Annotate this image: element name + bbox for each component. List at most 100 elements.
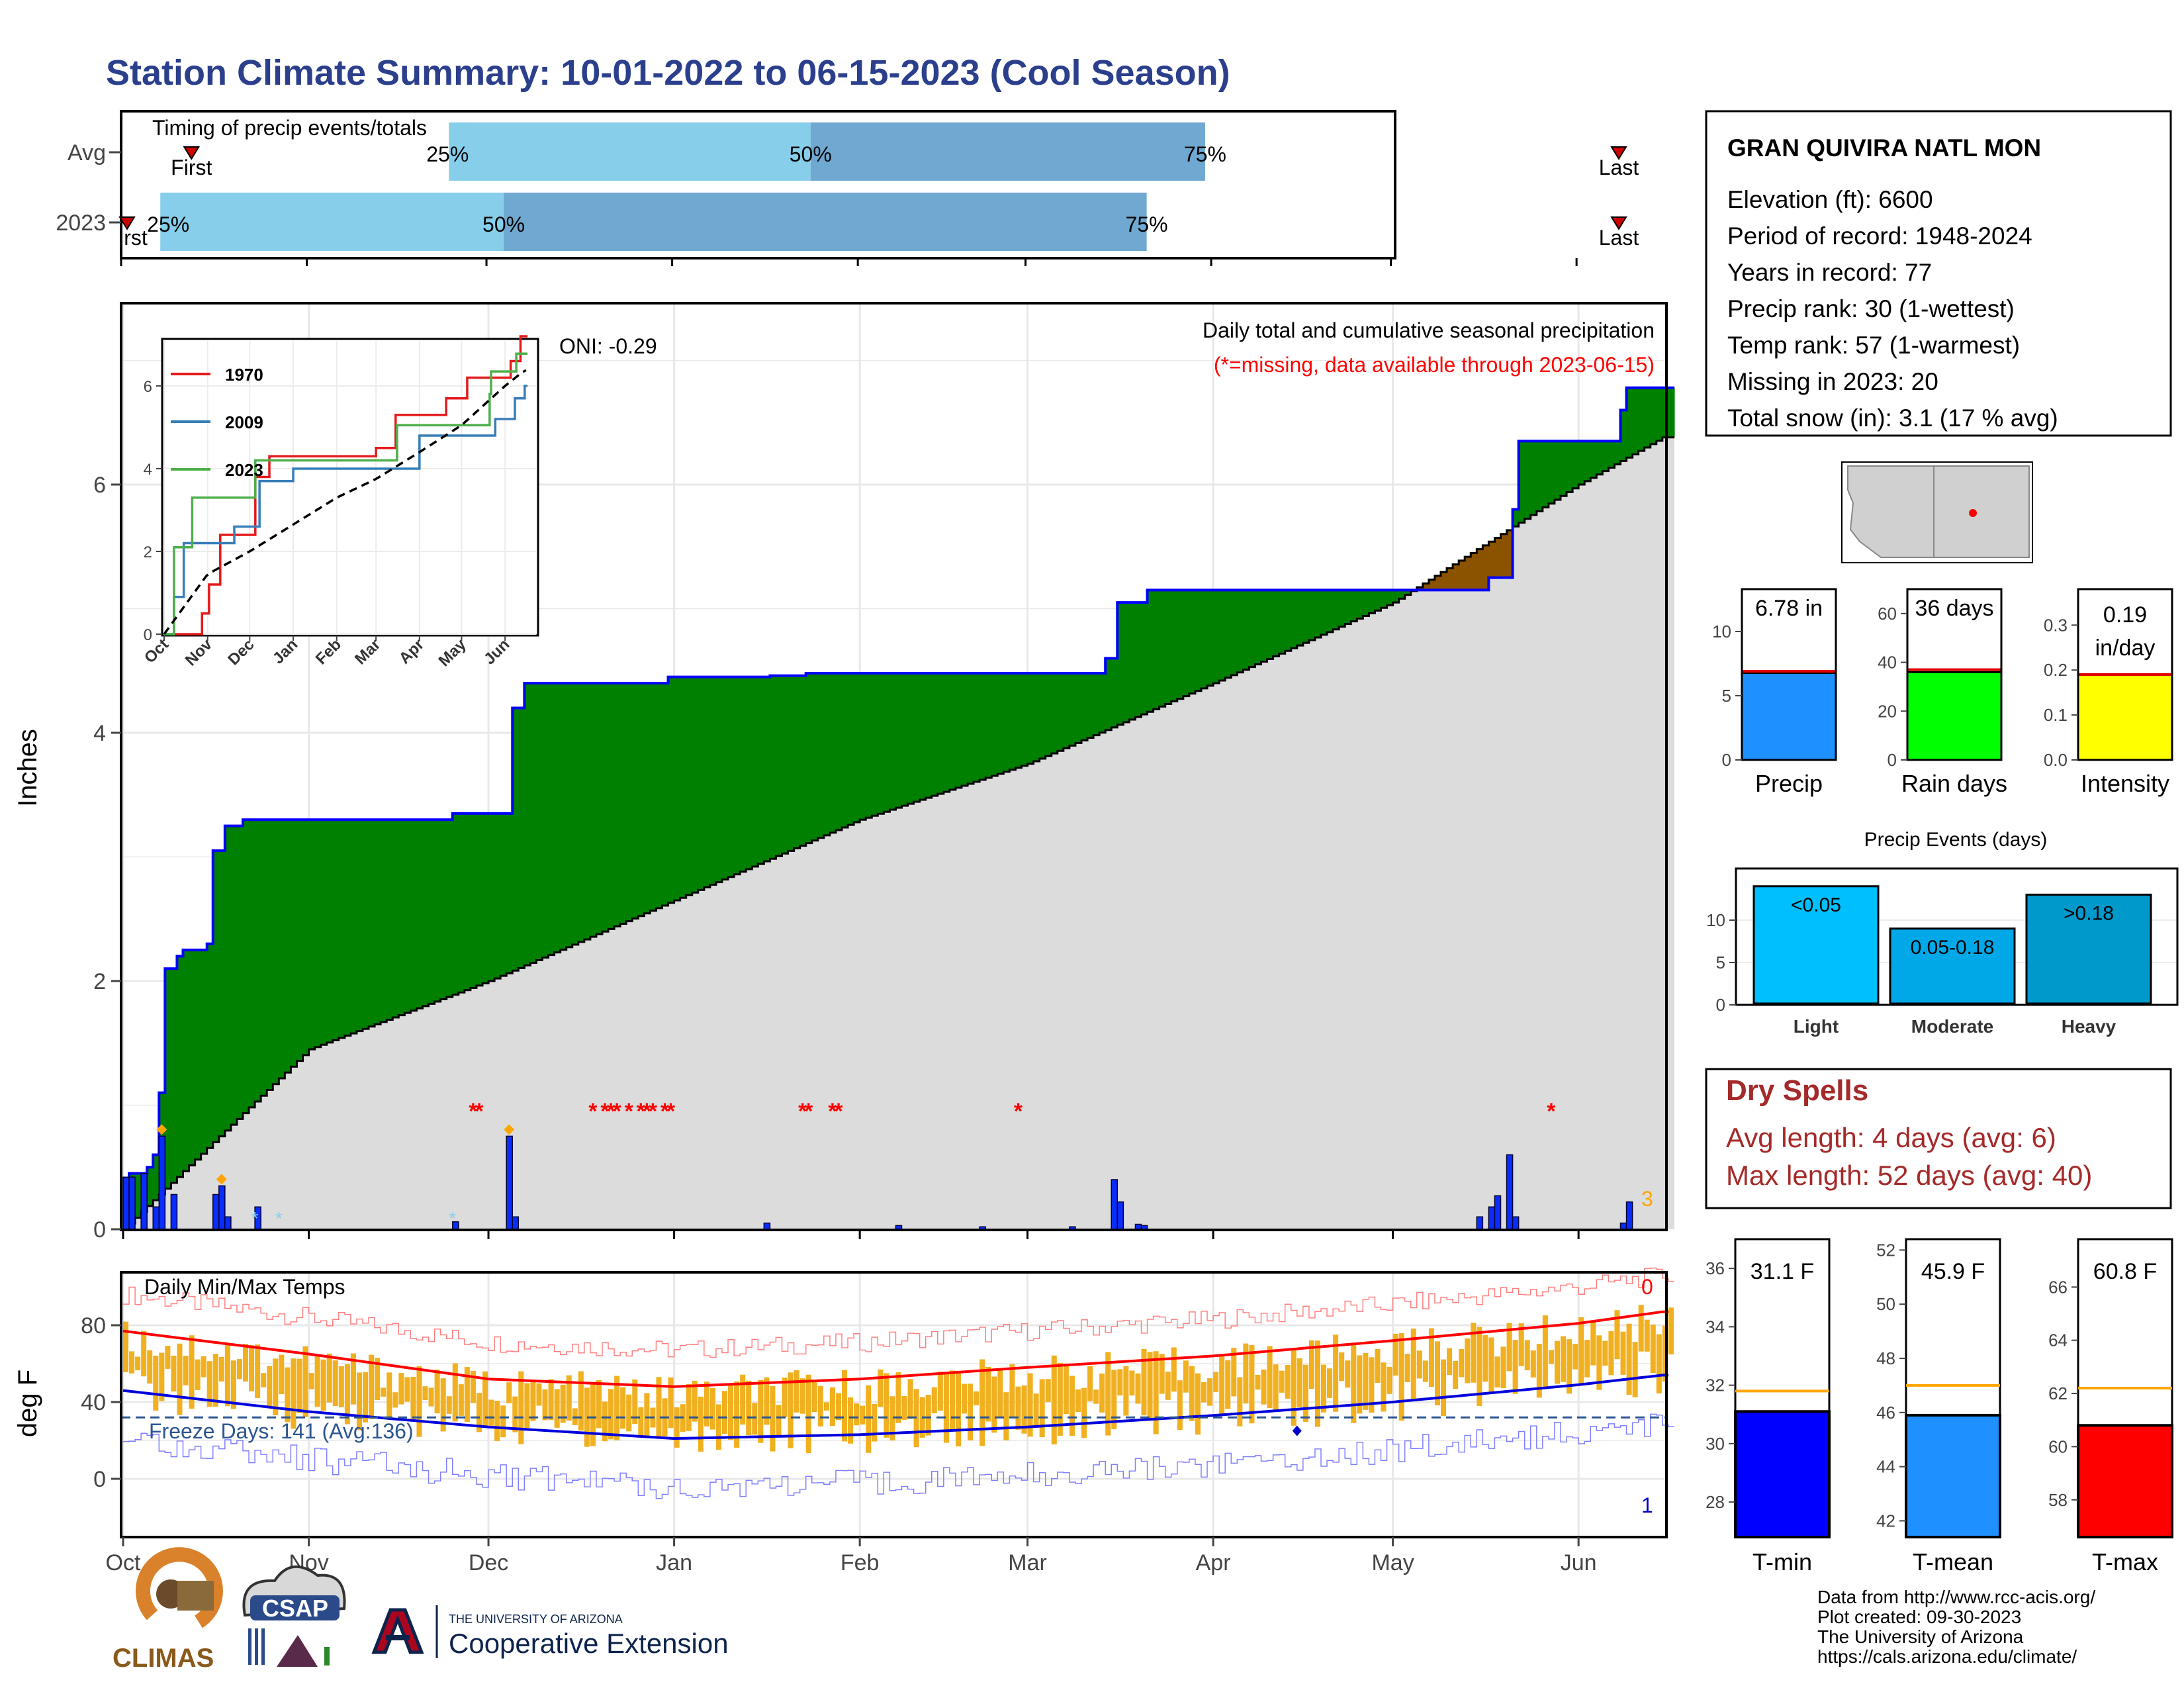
mini-tmean-ytick-4: 50 bbox=[1876, 1294, 1895, 1314]
timing-row-2023: 2023 bbox=[56, 211, 106, 236]
daily-temp-bar bbox=[1039, 1379, 1045, 1437]
month-label-Mar: Mar bbox=[1008, 1550, 1047, 1575]
daily-temp-bar bbox=[428, 1387, 434, 1407]
daily-temp-bar bbox=[387, 1372, 392, 1417]
daily-temp-bar bbox=[410, 1377, 416, 1422]
temp-ytick-2: 80 bbox=[81, 1313, 106, 1338]
mini-intensity-ytick-2: 0.2 bbox=[2044, 660, 2068, 680]
daily-temp-bar bbox=[422, 1386, 428, 1401]
daily-temp-bar bbox=[734, 1381, 740, 1448]
locator-map bbox=[1841, 461, 2033, 563]
station-years: Years in record: 77 bbox=[1727, 259, 1932, 286]
mini-intensity: 0.0 0.1 0.2 0.3 0.19 in/day Intensity bbox=[2044, 588, 2173, 797]
daily-temp-bar bbox=[536, 1383, 542, 1406]
mini-tmax: 60.8 F T-max 58 60 62 64 66 bbox=[2048, 1238, 2173, 1575]
daily-temp-bar bbox=[1447, 1348, 1453, 1376]
station-period: Period of record: 1948-2024 bbox=[1727, 222, 2032, 250]
daily-temp-bar bbox=[243, 1344, 249, 1382]
daily-temp-bar bbox=[991, 1376, 997, 1433]
daily-temp-bar bbox=[159, 1352, 165, 1401]
daily-temp-bar bbox=[1195, 1373, 1201, 1435]
daily-temp-bar bbox=[644, 1393, 650, 1437]
temp-ylabel: deg F bbox=[13, 1370, 42, 1437]
daily-precip-bar bbox=[218, 1185, 226, 1230]
timing-bar-50-75-1 bbox=[504, 193, 1147, 251]
station-name: GRAN QUIVIRA NATL MON bbox=[1727, 134, 2041, 162]
mini-tmin-label: T-min bbox=[1752, 1548, 1812, 1575]
daily-temp-bar bbox=[1638, 1305, 1644, 1352]
missing-note: (*=missing, data available through 2023-… bbox=[1214, 353, 1655, 377]
daily-temp-bar bbox=[566, 1375, 572, 1421]
daily-temp-bar bbox=[1045, 1379, 1051, 1402]
precip-ytick-1: 2 bbox=[93, 969, 106, 994]
station-info: GRAN QUIVIRA NATL MON Elevation (ft): 66… bbox=[1705, 110, 2172, 437]
precip-caption: Daily total and cumulative seasonal prec… bbox=[1203, 318, 1655, 342]
daily-temp-bar bbox=[1650, 1324, 1656, 1373]
daily-temp-bar bbox=[512, 1396, 518, 1432]
events-bar-1 bbox=[1889, 927, 2016, 1005]
daily-temp-bar bbox=[1530, 1350, 1536, 1378]
daily-temp-bar bbox=[848, 1397, 854, 1444]
daily-temp-bar bbox=[1177, 1380, 1183, 1430]
daily-temp-bar bbox=[1135, 1373, 1141, 1404]
daily-temp-bar bbox=[901, 1395, 907, 1420]
daily-temp-bar bbox=[554, 1389, 560, 1428]
daily-temp-bar bbox=[375, 1358, 381, 1401]
daily-temp-bar bbox=[1243, 1343, 1249, 1404]
daily-temp-bar bbox=[1465, 1338, 1471, 1383]
daily-temp-bar bbox=[1477, 1327, 1482, 1406]
daily-temp-bar bbox=[1093, 1389, 1099, 1404]
daily-temp-bar bbox=[1003, 1392, 1009, 1440]
daily-temp-bar bbox=[195, 1359, 201, 1390]
daily-temp-bar bbox=[1255, 1374, 1261, 1390]
daily-precip-bar bbox=[224, 1216, 232, 1230]
daily-temp-bar bbox=[638, 1407, 644, 1437]
daily-temp-bar bbox=[344, 1364, 350, 1425]
daily-temp-bar bbox=[1279, 1370, 1285, 1393]
missing-day-marker: * bbox=[1547, 1099, 1556, 1124]
daily-temp-bar bbox=[1141, 1348, 1147, 1416]
daily-temp-bar bbox=[1656, 1334, 1662, 1394]
mini-tmin-value-label: 31.1 F bbox=[1751, 1259, 1814, 1284]
mini-precip-ytick-1: 5 bbox=[1722, 686, 1731, 706]
daily-temp-bar bbox=[889, 1396, 895, 1441]
daily-temp-bar bbox=[1357, 1355, 1363, 1414]
daily-temp-bar bbox=[1542, 1315, 1548, 1388]
missing-day-marker: * bbox=[643, 1099, 652, 1124]
daily-temp-bar bbox=[1578, 1317, 1584, 1385]
mini-tmean-ytick-5: 52 bbox=[1876, 1240, 1895, 1260]
daily-temp-bar bbox=[302, 1346, 308, 1417]
mini-tmean-value-label: 45.9 F bbox=[1921, 1259, 1985, 1284]
daily-temp-bar bbox=[308, 1373, 314, 1389]
timing-label-50-1: 50% bbox=[482, 212, 525, 236]
daily-precip-bar bbox=[1476, 1216, 1484, 1230]
month-label-Feb: Feb bbox=[841, 1550, 880, 1575]
credit-created: Plot created: 09-30-2023 bbox=[1817, 1607, 2021, 1627]
daily-temp-bar bbox=[746, 1380, 752, 1436]
daily-temp-bar bbox=[464, 1367, 470, 1422]
temp-title: Daily Min/Max Temps bbox=[144, 1275, 345, 1299]
daily-temp-bar bbox=[506, 1382, 512, 1403]
mini-tmax-ytick-0: 58 bbox=[2048, 1490, 2068, 1510]
daily-precip-bar bbox=[128, 1176, 136, 1230]
daily-temp-bar bbox=[332, 1360, 338, 1407]
ua-logo-bottom: Cooperative Extension bbox=[449, 1628, 729, 1659]
daily-temp-bar bbox=[955, 1372, 961, 1447]
daily-temp-bar bbox=[758, 1380, 764, 1443]
timing-label-50-0: 50% bbox=[790, 142, 832, 166]
daily-temp-bar bbox=[817, 1385, 823, 1427]
daily-temp-bar bbox=[141, 1331, 147, 1377]
daily-temp-bar bbox=[338, 1366, 344, 1407]
mini-raindays: 0 20 40 60 36 days Rain days bbox=[1878, 588, 2007, 797]
inset-series-2023 bbox=[164, 352, 528, 635]
daily-precip-bar bbox=[1506, 1154, 1514, 1230]
credits: Data from http://www.rcc-acis.org/ Plot … bbox=[1817, 1587, 2095, 1667]
daily-temp-bar bbox=[823, 1402, 829, 1411]
daily-temp-bar bbox=[404, 1377, 410, 1402]
daily-temp-bar bbox=[866, 1385, 872, 1453]
daily-precip-bar bbox=[1134, 1223, 1142, 1230]
dry-spells-avg: Avg length: 4 days (avg: 6) bbox=[1726, 1122, 2056, 1153]
daily-temp-bar bbox=[1620, 1331, 1626, 1375]
daily-temp-bar bbox=[296, 1358, 302, 1413]
